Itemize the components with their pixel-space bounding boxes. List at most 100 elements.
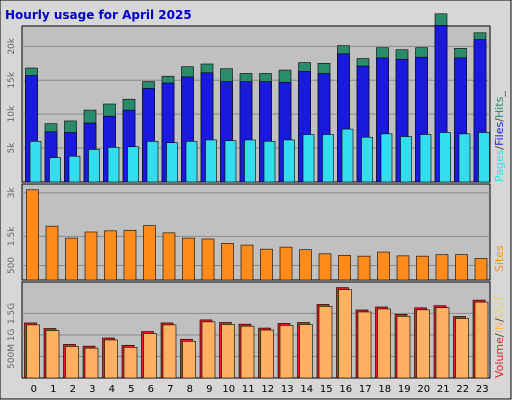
volume-in-bar-15 [318, 306, 333, 379]
hits-panel-tick-label-2: 15k [7, 71, 17, 88]
pages-bar-17 [361, 136, 373, 183]
hour-label-10: 10 [222, 384, 235, 395]
volume-in-bar-19 [396, 315, 411, 379]
pages-bar-10 [224, 140, 237, 183]
hour-label-6: 6 [148, 384, 154, 395]
volume-in-bar-10 [221, 324, 235, 379]
pages-bar-9 [205, 139, 217, 183]
sites-bar-5 [123, 229, 137, 281]
volume-in-bar-14 [299, 324, 313, 379]
volume-panel-legend-item-1: / [493, 333, 506, 337]
sites-bar-6 [143, 225, 156, 281]
hour-label-0: 0 [31, 384, 37, 395]
pages-bar-2 [68, 155, 81, 183]
volume-in-bar-7 [162, 324, 177, 379]
volume-in-bar-5 [123, 346, 138, 379]
hits-panel-legend-item-0: Pages [493, 149, 506, 182]
sites-bar-22 [455, 254, 468, 281]
sites-bar-10 [221, 243, 234, 281]
hour-label-2: 2 [70, 384, 76, 395]
volume-panel-tick-label-1: 1G [7, 329, 17, 342]
hits-panel-legend-item-3: / [493, 118, 506, 122]
hour-label-13: 13 [281, 384, 294, 395]
volume-in-bar-2 [65, 346, 79, 379]
hour-label-4: 4 [109, 384, 115, 395]
volume-in-bar-13 [279, 325, 294, 379]
sites-bar-0 [26, 189, 39, 281]
volume-in-bar-23 [474, 301, 489, 379]
hour-label-11: 11 [242, 384, 255, 395]
pages-bar-19 [400, 136, 412, 183]
sites-bar-23 [474, 258, 488, 281]
hour-label-1: 1 [50, 384, 56, 395]
sites-bar-14 [299, 249, 312, 281]
hour-label-22: 22 [456, 384, 469, 395]
volume-in-bar-22 [455, 318, 469, 379]
hour-label-14: 14 [300, 384, 313, 395]
pages-bar-3 [88, 149, 100, 183]
volume-panel-legend-item-4: OUT [493, 294, 506, 318]
pages-bar-22 [458, 133, 471, 183]
pages-bar-1 [49, 157, 61, 183]
pages-bar-12 [263, 141, 276, 183]
hour-label-18: 18 [378, 384, 391, 395]
pages-bar-15 [322, 134, 334, 183]
volume-in-bar-9 [201, 321, 216, 379]
sites-bar-3 [84, 231, 98, 281]
volume-panel-tick-label-2: 1.5G [7, 303, 17, 324]
hour-label-21: 21 [437, 384, 450, 395]
hour-label-15: 15 [320, 384, 333, 395]
pages-bar-7 [166, 142, 178, 183]
pages-bar-8 [185, 141, 198, 183]
sites-bar-12 [260, 248, 273, 281]
pages-bar-4 [107, 147, 120, 183]
sites-bar-16 [338, 254, 351, 281]
sites-panel-tick-label-0: 500 [7, 257, 17, 274]
pages-bar-11 [244, 139, 256, 183]
hits-panel-tick-label-0: 5k [7, 142, 17, 154]
pages-bar-21 [439, 132, 451, 183]
hour-label-17: 17 [359, 384, 372, 395]
pages-bar-16 [341, 128, 354, 183]
sites-panel-plot-area [21, 183, 491, 281]
volume-in-bar-21 [435, 307, 450, 379]
sites-bar-13 [279, 246, 293, 281]
volume-in-bar-6 [143, 333, 157, 379]
sites-bar-7 [162, 232, 176, 281]
volume-in-bar-16 [338, 289, 352, 379]
hits-panel-legend-item-5: _ [493, 91, 506, 98]
hour-label-7: 7 [167, 384, 173, 395]
sites-bar-9 [201, 238, 215, 281]
sites-bar-17 [357, 255, 371, 281]
pages-bar-20 [419, 134, 432, 183]
pages-bar-13 [283, 139, 295, 183]
pages-bar-6 [146, 141, 159, 183]
hour-label-8: 8 [187, 384, 193, 395]
hour-label-20: 20 [417, 384, 430, 395]
volume-panel-legend: Volume/IN/OUT [493, 294, 506, 378]
volume-in-bar-3 [84, 347, 99, 379]
hour-label-23: 23 [476, 384, 489, 395]
volume-in-bar-1 [45, 330, 60, 379]
sites-panel-legend: Sites [493, 245, 506, 272]
hits-panel-legend-item-2: Files [493, 121, 506, 145]
sites-bar-18 [377, 251, 390, 281]
hits-panel-tick-label-3: 20k [7, 37, 17, 54]
hour-label-9: 9 [206, 384, 212, 395]
hour-label-12: 12 [261, 384, 274, 395]
volume-panel-plot-area [21, 281, 491, 379]
volume-panel-legend-item-0: Volume [493, 337, 506, 378]
sites-bar-1 [45, 225, 59, 281]
sites-bar-15 [318, 253, 332, 281]
chart-panels: 5k10k15k20kPages/Files/Hits_5001.5k3kSit… [7, 13, 506, 395]
volume-in-bar-18 [377, 308, 391, 379]
volume-panel-tick-label-0: 500M [7, 344, 17, 369]
sites-bar-11 [240, 244, 254, 281]
volume-in-bar-0 [26, 324, 40, 379]
sites-bar-19 [396, 255, 410, 281]
volume-panel-legend-item-2: IN [493, 322, 506, 333]
sites-bar-20 [416, 255, 429, 281]
volume-in-bar-20 [416, 309, 430, 379]
